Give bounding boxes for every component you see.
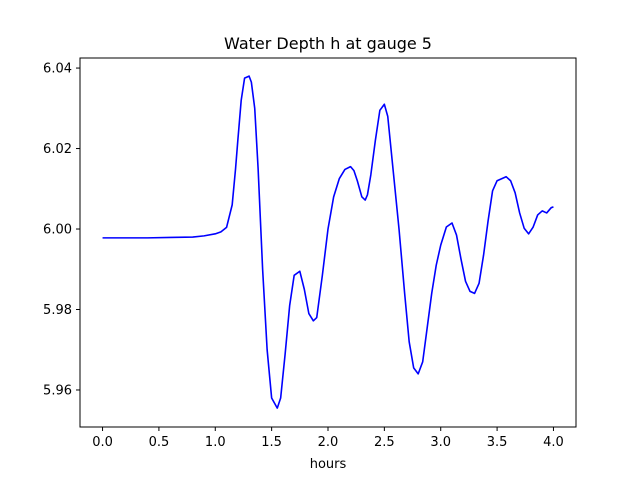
x-tick-label: 4.0 [543,435,564,450]
y-tick-label: 6.02 [43,142,72,157]
x-axis-label: hours [310,457,347,472]
y-tick-label: 6.00 [43,223,72,238]
y-tick-label: 5.98 [43,303,72,318]
y-tick-label: 5.96 [43,383,72,398]
x-tick-label: 1.0 [205,435,226,450]
x-tick-label: 0.5 [149,435,170,450]
x-axis: 0.0 0.5 1.0 1.5 2.0 2.5 3.0 3.5 4.0 [92,427,564,450]
x-tick-label: 3.0 [430,435,451,450]
x-tick-label: 1.5 [261,435,282,450]
chart-title: Water Depth h at gauge 5 [224,34,432,53]
x-tick-label: 0.0 [92,435,113,450]
axes-frame [79,57,577,428]
x-tick-label: 2.5 [374,435,395,450]
x-tick-label: 2.0 [318,435,339,450]
series-line-water-depth [102,75,554,409]
x-tick-label: 3.5 [487,435,508,450]
y-axis: 5.96 5.98 6.00 6.02 6.04 [43,62,80,398]
y-tick-label: 6.04 [43,62,72,77]
